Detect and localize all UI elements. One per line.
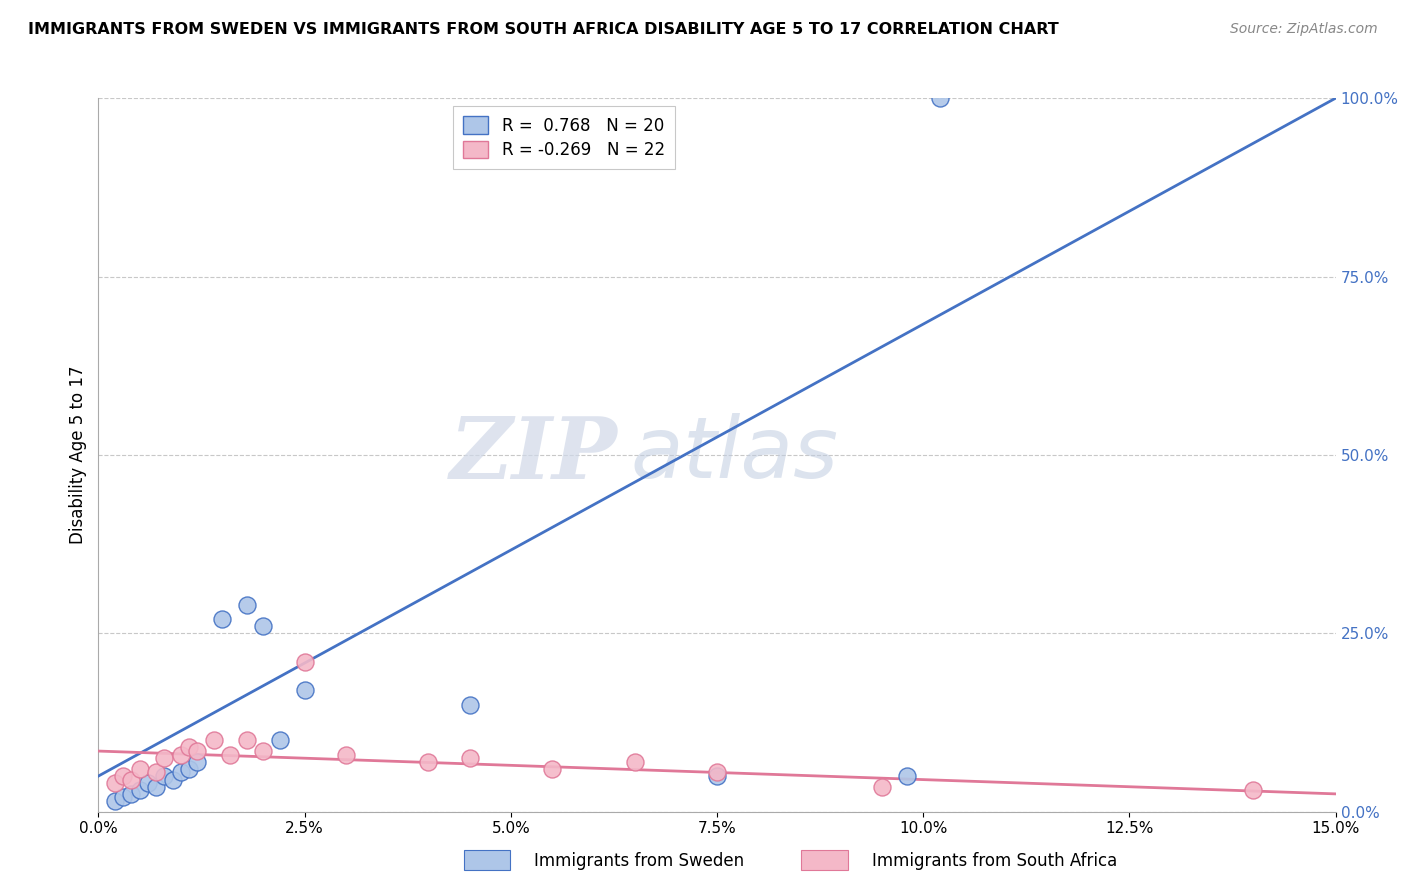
Point bbox=[186, 744, 208, 758]
Point bbox=[179, 762, 201, 776]
Y-axis label: Disability Age 5 to 17: Disability Age 5 to 17 bbox=[69, 366, 87, 544]
Text: Immigrants from South Africa: Immigrants from South Africa bbox=[872, 852, 1116, 870]
Point bbox=[162, 772, 184, 787]
Point bbox=[170, 765, 193, 780]
Point bbox=[252, 744, 274, 758]
Point bbox=[896, 769, 918, 783]
Point bbox=[623, 755, 645, 769]
Point bbox=[104, 794, 127, 808]
Point bbox=[1241, 783, 1264, 797]
Point bbox=[870, 780, 893, 794]
Legend: R =  0.768   N = 20, R = -0.269   N = 22: R = 0.768 N = 20, R = -0.269 N = 22 bbox=[453, 106, 675, 169]
Point bbox=[170, 747, 193, 762]
Point bbox=[120, 787, 142, 801]
Text: IMMIGRANTS FROM SWEDEN VS IMMIGRANTS FROM SOUTH AFRICA DISABILITY AGE 5 TO 17 CO: IMMIGRANTS FROM SWEDEN VS IMMIGRANTS FRO… bbox=[28, 22, 1059, 37]
Point bbox=[128, 783, 150, 797]
Point bbox=[458, 698, 481, 712]
Point bbox=[104, 776, 127, 790]
Point bbox=[112, 769, 135, 783]
Text: Source: ZipAtlas.com: Source: ZipAtlas.com bbox=[1230, 22, 1378, 37]
Point bbox=[120, 772, 142, 787]
Point bbox=[136, 776, 159, 790]
Point bbox=[252, 619, 274, 633]
Point bbox=[202, 733, 225, 747]
Point bbox=[269, 733, 291, 747]
Point bbox=[928, 91, 950, 105]
Point bbox=[145, 780, 167, 794]
Point bbox=[458, 751, 481, 765]
Point bbox=[145, 765, 167, 780]
Point bbox=[153, 751, 176, 765]
Point bbox=[112, 790, 135, 805]
Point bbox=[211, 612, 233, 626]
Text: ZIP: ZIP bbox=[450, 413, 619, 497]
Point bbox=[541, 762, 564, 776]
Point bbox=[706, 769, 728, 783]
Point bbox=[179, 740, 201, 755]
Text: atlas: atlas bbox=[630, 413, 838, 497]
Point bbox=[236, 598, 259, 612]
Text: Immigrants from Sweden: Immigrants from Sweden bbox=[534, 852, 744, 870]
Point bbox=[153, 769, 176, 783]
Point bbox=[706, 765, 728, 780]
Point bbox=[186, 755, 208, 769]
Point bbox=[236, 733, 259, 747]
Point bbox=[219, 747, 242, 762]
Point bbox=[294, 683, 316, 698]
Point bbox=[418, 755, 440, 769]
Point bbox=[294, 655, 316, 669]
Point bbox=[335, 747, 357, 762]
Point bbox=[128, 762, 150, 776]
